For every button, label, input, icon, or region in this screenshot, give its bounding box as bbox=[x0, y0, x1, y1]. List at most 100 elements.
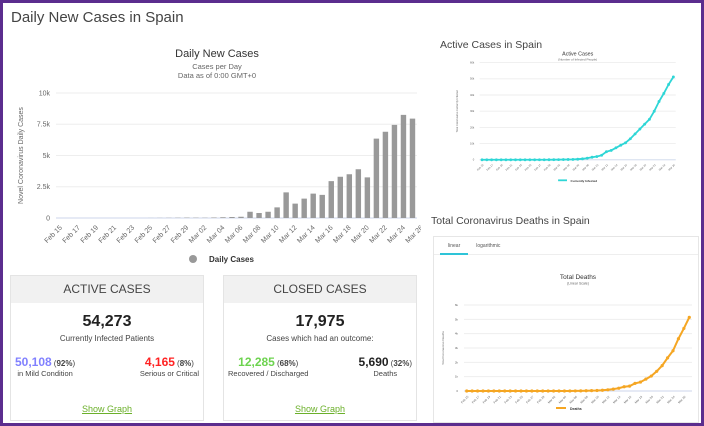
series-line bbox=[482, 76, 675, 161]
x-tick-label: Feb 15 bbox=[476, 163, 485, 172]
y-tick-label: 7.5k bbox=[37, 122, 51, 129]
legend-marker bbox=[189, 255, 197, 263]
data-point bbox=[665, 356, 670, 360]
chart-subtitle: (Number of Infected People) bbox=[558, 57, 597, 61]
data-point bbox=[611, 387, 615, 391]
x-tick-label: Feb 19 bbox=[80, 224, 100, 244]
bar bbox=[211, 217, 217, 218]
bar bbox=[301, 198, 307, 218]
x-tick-label: Feb 21 bbox=[493, 395, 503, 405]
panel-header: CLOSED CASES bbox=[224, 276, 416, 303]
data-point bbox=[557, 389, 561, 393]
x-tick-label: Mar 16 bbox=[623, 395, 633, 405]
show-graph-link[interactable]: Show Graph bbox=[294, 404, 346, 414]
data-point bbox=[535, 389, 539, 393]
bar bbox=[220, 217, 226, 218]
x-tick-label: Feb 15 bbox=[44, 224, 64, 244]
data-point bbox=[617, 386, 621, 390]
x-tick-label: Mar 04 bbox=[562, 163, 571, 172]
data-point bbox=[497, 389, 501, 393]
y-tick-label: 30k bbox=[470, 109, 475, 113]
bar bbox=[337, 176, 343, 218]
scale-tabs: linear logarithmic bbox=[434, 237, 698, 255]
y-tick-label: 0 bbox=[46, 215, 50, 222]
x-tick-label: Mar 22 bbox=[368, 224, 388, 244]
closed-total-label: Cases which had an outcome: bbox=[266, 334, 374, 343]
data-point bbox=[492, 389, 496, 393]
data-point bbox=[687, 315, 691, 319]
chart-subtitle: (Linear Scale) bbox=[567, 282, 589, 286]
y-axis-label: Novel Coronavirus Daily Cases bbox=[18, 107, 25, 204]
x-tick-label: Feb 29 bbox=[536, 395, 546, 405]
x-tick-label: Mar 24 bbox=[387, 224, 407, 244]
legend-label: Daily Cases bbox=[209, 255, 254, 264]
x-tick-label: Feb 15 bbox=[460, 395, 470, 405]
x-tick-label: Feb 23 bbox=[514, 163, 523, 172]
x-tick-label: Mar 26 bbox=[677, 395, 687, 405]
x-tick-label: Mar 08 bbox=[242, 224, 262, 244]
series-line bbox=[466, 316, 691, 392]
data-point bbox=[557, 158, 560, 162]
data-point bbox=[523, 158, 527, 162]
bar bbox=[319, 194, 325, 218]
data-point bbox=[481, 389, 485, 393]
chart-title: Daily New Cases bbox=[175, 48, 259, 60]
data-point bbox=[480, 158, 484, 162]
y-tick-label: 0 bbox=[473, 158, 475, 162]
y-axis-label: Total Coronavirus Currently Infected bbox=[455, 89, 459, 132]
x-tick-label: Mar 06 bbox=[569, 395, 579, 405]
bar bbox=[310, 193, 316, 218]
data-point bbox=[595, 388, 599, 393]
y-tick-label: 5k bbox=[43, 153, 51, 160]
x-tick-label: Feb 23 bbox=[116, 224, 136, 244]
data-point bbox=[644, 377, 648, 381]
y-tick-label: 4k bbox=[455, 332, 459, 336]
deaths-label: Deaths bbox=[373, 369, 398, 378]
x-tick-label: Mar 24 bbox=[666, 395, 676, 405]
total-deaths-chart: Total Deaths(Linear Scale) 0 1k 2k 3k 4k 5k 6k T… bbox=[441, 274, 692, 411]
data-point bbox=[633, 132, 637, 136]
tab-logarithmic[interactable]: logarithmic bbox=[476, 243, 501, 249]
data-point bbox=[465, 389, 469, 393]
data-point bbox=[638, 380, 643, 384]
active-cases-chart: Active Cases(Number of Infected People) 0… bbox=[455, 51, 676, 183]
bar bbox=[391, 124, 398, 218]
bar bbox=[274, 207, 280, 218]
data-point bbox=[628, 137, 632, 141]
data-point bbox=[475, 389, 480, 393]
x-tick-label: Mar 08 bbox=[579, 395, 589, 405]
x-tick-label: Feb 17 bbox=[485, 163, 494, 172]
data-point bbox=[627, 384, 632, 388]
recovered-stat: 12,285 (68%) Recovered / Discharged bbox=[228, 355, 309, 378]
data-point bbox=[538, 158, 541, 162]
data-point bbox=[576, 157, 580, 161]
data-point bbox=[600, 388, 605, 392]
active-total: 54,273 bbox=[82, 313, 132, 330]
chart-subtitle: Cases per Day bbox=[192, 62, 242, 71]
bar bbox=[229, 217, 235, 218]
data-point bbox=[652, 109, 656, 113]
show-graph-link[interactable]: Show Graph bbox=[81, 404, 133, 414]
x-tick-label: Feb 29 bbox=[170, 224, 190, 244]
data-point bbox=[514, 158, 517, 162]
x-tick-label: Mar 20 bbox=[645, 395, 655, 405]
data-point bbox=[542, 158, 546, 162]
data-point bbox=[485, 158, 489, 162]
bar bbox=[247, 211, 253, 218]
y-tick-label: 3k bbox=[455, 346, 459, 350]
data-point bbox=[499, 158, 503, 162]
data-point bbox=[552, 158, 556, 162]
x-tick-label: Mar 18 bbox=[629, 163, 638, 172]
x-tick-label: Mar 26 bbox=[405, 224, 421, 244]
x-tick-label: Feb 19 bbox=[482, 395, 492, 405]
x-tick-label: Feb 27 bbox=[525, 395, 535, 405]
deaths-chart-box: linear logarithmic Total Deaths (Linear S… bbox=[433, 236, 699, 423]
x-tick-label: Feb 21 bbox=[505, 163, 514, 172]
data-point bbox=[513, 389, 518, 393]
data-point bbox=[494, 158, 498, 162]
data-point bbox=[530, 389, 534, 393]
legend-label: Currently Infected bbox=[571, 179, 598, 183]
tab-linear[interactable]: linear bbox=[440, 243, 469, 255]
x-tick-label: Mar 10 bbox=[591, 163, 600, 172]
x-tick-label: Mar 02 bbox=[547, 395, 557, 405]
